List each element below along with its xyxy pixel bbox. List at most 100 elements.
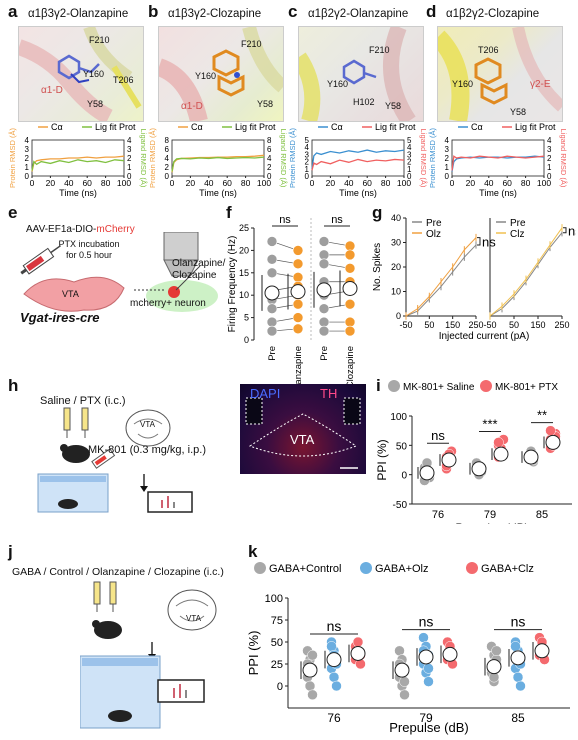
legend-label: MK-801+ PTX — [495, 382, 558, 393]
syringe-icon — [20, 245, 61, 275]
data-point — [266, 316, 278, 328]
plot-frame — [31, 139, 125, 177]
significance-label: ns — [327, 618, 342, 634]
y-tick-label: 15 — [239, 268, 249, 278]
y2-tick-label: 4 — [127, 136, 132, 145]
x-tick-label: 80 — [521, 178, 531, 188]
legend-swatch — [480, 380, 492, 392]
y2-tick-label: 0 — [267, 172, 272, 181]
x-tick-label: 100 — [537, 178, 551, 188]
residue-label: Y58 — [510, 107, 527, 117]
mean-marker — [523, 449, 539, 465]
category-label: 76 — [432, 509, 444, 521]
residue-label: F210 — [241, 39, 262, 49]
y-tick-label: 0 — [445, 172, 450, 181]
mouse-icon — [94, 621, 122, 639]
dapi-label: DAPI — [250, 386, 281, 401]
significance-label: *** — [482, 416, 497, 431]
data-point — [318, 236, 330, 247]
data-point — [266, 254, 278, 265]
series-line — [311, 158, 405, 171]
x-tick-label: 0 — [170, 178, 175, 188]
y-tick-label: 0 — [277, 681, 283, 693]
significance-bracket — [563, 227, 567, 234]
category-label: Pre — [319, 346, 330, 361]
y-tick-label: 4 — [445, 136, 450, 145]
y2-tick-label: 0 — [127, 172, 132, 181]
legend-swatch — [254, 562, 266, 574]
data-point — [318, 258, 330, 270]
vta-slice-label: VTA — [62, 289, 79, 299]
y-axis-label: PPI (%) — [376, 439, 389, 480]
panel-label-b: b — [148, 2, 159, 21]
subunit-label: α1-D — [41, 85, 63, 96]
data-point — [304, 680, 316, 692]
legend-swatch — [360, 562, 372, 574]
legend-label: Lig fit Prot — [235, 122, 276, 132]
x-tick-label: -50 — [483, 320, 496, 330]
y-tick-label: 2 — [305, 158, 310, 167]
residue-label: F210 — [89, 35, 110, 45]
legend-label: Cα — [191, 122, 203, 132]
brain-section-icon — [125, 409, 171, 447]
data-point — [352, 636, 364, 648]
category-label: Olanzapine — [293, 346, 304, 384]
panel-label-h: h — [8, 376, 19, 395]
panel-label-k: k — [248, 542, 258, 561]
data-point — [418, 632, 429, 643]
legend-swatch — [388, 380, 400, 392]
x-tick-label: 0 — [30, 178, 35, 188]
y2-tick-label: 6 — [267, 145, 272, 154]
data-point — [307, 689, 318, 701]
y-tick-label: 4 — [305, 143, 310, 152]
series-line — [31, 155, 125, 172]
data-point — [266, 267, 278, 279]
y2-tick-label: 1 — [127, 163, 132, 172]
mean-marker — [394, 662, 410, 678]
x-tick-label: 250 — [554, 320, 569, 330]
mean-marker — [419, 465, 435, 481]
y2-tick-label: 3 — [547, 145, 552, 154]
y-tick-label: 5 — [305, 136, 310, 145]
plot-frame — [311, 139, 405, 177]
legend-label: Clz — [510, 229, 524, 240]
residue-label: F210 — [369, 45, 390, 55]
y2-tick-label: 0 — [547, 172, 552, 181]
panel-label-j: j — [8, 542, 13, 561]
y2-tick-label: 5 — [407, 136, 412, 145]
y-tick-label: -50 — [393, 500, 408, 511]
residue-label: Y58 — [385, 101, 402, 111]
panel-title-c: α1β2γ2-Olanzapine — [308, 8, 409, 20]
y-axis-label: Protein RMSD (Å) — [428, 127, 437, 188]
y-tick-label: 2 — [445, 154, 450, 163]
ppi-chart-mk801: -50 0 50 100 PPI (%) Prepulse (dB) MK-801+ Sal… — [376, 380, 572, 524]
x-axis-label: Prepulse (dB) — [389, 720, 468, 735]
y-axis-label: No. Spikes — [372, 243, 383, 291]
y2-tick-label: 4 — [547, 136, 552, 145]
residue-label: H102 — [353, 97, 375, 107]
structure-image-b: F210 Y160 Y58 α1-D — [158, 26, 284, 122]
category-label: 79 — [419, 711, 433, 725]
data-point — [344, 249, 356, 261]
data-point — [344, 316, 356, 328]
series-line — [489, 232, 563, 317]
panel-label-i: i — [376, 376, 381, 395]
series-line — [405, 237, 477, 317]
legend-label: GABA+Olz — [375, 563, 429, 575]
legend-label: GABA+Control — [269, 563, 341, 575]
x-tick-label: 100 — [117, 178, 131, 188]
syringe-icon — [91, 448, 116, 469]
vta-region-label: VTA — [290, 432, 315, 447]
legend-swatch — [466, 562, 478, 574]
panel-label-d: d — [426, 2, 437, 21]
data-point — [491, 645, 502, 657]
x-tick-label: 250 — [468, 320, 483, 330]
incubation-label: PTX incubation for 0.5 hour — [58, 239, 120, 260]
legend-label: Olz — [426, 229, 441, 240]
y-axis-label: PPI (%) — [248, 631, 261, 676]
data-point — [399, 689, 410, 701]
mean-marker — [302, 662, 318, 678]
